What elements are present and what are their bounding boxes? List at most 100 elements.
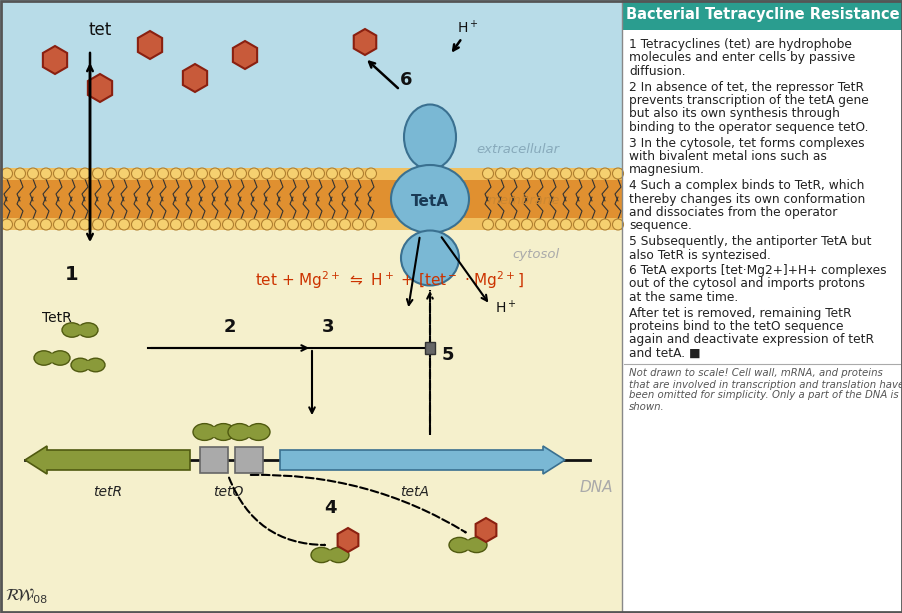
Bar [0, 168, 621, 230]
Ellipse shape [400, 230, 458, 286]
Text: and dissociates from the operator: and dissociates from the operator [629, 206, 836, 219]
Circle shape [262, 219, 272, 230]
Circle shape [327, 219, 337, 230]
Polygon shape [138, 31, 162, 59]
Text: H$^+$: H$^+$ [494, 299, 516, 317]
Text: and tetA. ■: and tetA. ■ [629, 347, 700, 360]
Circle shape [274, 168, 285, 179]
Circle shape [235, 219, 246, 230]
Circle shape [339, 168, 350, 179]
Circle shape [612, 168, 622, 179]
Circle shape [313, 168, 324, 179]
Text: 1 Tetracyclines (tet) are hydrophobe: 1 Tetracyclines (tet) are hydrophobe [629, 38, 851, 51]
Circle shape [144, 168, 155, 179]
Text: prevents transcription of the tetA gene: prevents transcription of the tetA gene [629, 94, 868, 107]
Text: membrane: membrane [487, 194, 559, 207]
Circle shape [67, 168, 78, 179]
Circle shape [157, 168, 169, 179]
Circle shape [53, 219, 64, 230]
Text: 2: 2 [224, 318, 236, 336]
FancyArrow shape [25, 446, 189, 474]
Circle shape [586, 168, 597, 179]
Text: cytosol: cytosol [512, 248, 559, 261]
Text: DNA: DNA [579, 480, 612, 495]
Polygon shape [183, 64, 207, 92]
Text: tetR: tetR [93, 485, 123, 499]
Ellipse shape [310, 547, 332, 563]
Circle shape [482, 219, 493, 230]
Circle shape [248, 219, 259, 230]
Circle shape [300, 219, 311, 230]
Text: again and deactivate expression of tetR: again and deactivate expression of tetR [629, 333, 873, 346]
Circle shape [183, 219, 194, 230]
Ellipse shape [246, 424, 270, 440]
Text: $\mathcal{R}\!\mathcal{W}$: $\mathcal{R}\!\mathcal{W}$ [5, 586, 35, 604]
Circle shape [209, 168, 220, 179]
Ellipse shape [87, 358, 105, 372]
Bar [0, 0, 621, 613]
Circle shape [560, 219, 571, 230]
Circle shape [222, 219, 234, 230]
Text: 5: 5 [441, 346, 454, 364]
Polygon shape [475, 518, 496, 542]
Text: molecules and enter cells by passive: molecules and enter cells by passive [629, 51, 854, 64]
Ellipse shape [47, 354, 58, 362]
Circle shape [313, 219, 324, 230]
Text: also TetR is syntezised.: also TetR is syntezised. [629, 248, 770, 262]
Ellipse shape [71, 358, 89, 372]
Text: diffusion.: diffusion. [629, 65, 685, 78]
Ellipse shape [448, 538, 469, 552]
Text: but also its own synthesis through: but also its own synthesis through [629, 107, 839, 121]
Bar [621, 0, 902, 30]
Text: been omitted for simplicity. Only a part of the DNA is: been omitted for simplicity. Only a part… [629, 390, 897, 400]
Ellipse shape [78, 323, 98, 337]
Circle shape [547, 168, 557, 179]
Circle shape [41, 219, 51, 230]
Circle shape [573, 219, 584, 230]
Bar [0, 0, 621, 168]
Ellipse shape [391, 165, 468, 233]
Circle shape [27, 168, 39, 179]
Text: that are involved in transcription and translation have: that are involved in transcription and t… [629, 379, 902, 389]
Text: tetA: tetA [400, 485, 429, 499]
Text: TetA: TetA [410, 194, 448, 208]
Text: 1: 1 [65, 265, 78, 284]
Ellipse shape [75, 326, 86, 335]
Text: thereby changes its own conformation: thereby changes its own conformation [629, 192, 864, 205]
Ellipse shape [227, 424, 251, 440]
Circle shape [132, 219, 143, 230]
Ellipse shape [324, 550, 336, 560]
Circle shape [534, 219, 545, 230]
Text: binding to the operator sequence tetO.: binding to the operator sequence tetO. [629, 121, 868, 134]
Circle shape [106, 219, 116, 230]
Bar [0, 180, 621, 218]
Circle shape [106, 168, 116, 179]
Circle shape [534, 168, 545, 179]
Circle shape [573, 168, 584, 179]
Circle shape [521, 168, 532, 179]
Circle shape [365, 168, 376, 179]
Circle shape [14, 219, 25, 230]
Circle shape [248, 168, 259, 179]
Circle shape [157, 219, 169, 230]
Circle shape [495, 219, 506, 230]
Ellipse shape [243, 427, 255, 437]
Circle shape [222, 168, 234, 179]
Text: After tet is removed, remaining TetR: After tet is removed, remaining TetR [629, 306, 851, 319]
Polygon shape [354, 29, 376, 55]
Text: 3: 3 [322, 318, 334, 336]
Polygon shape [42, 46, 67, 74]
Ellipse shape [62, 323, 82, 337]
Circle shape [327, 168, 337, 179]
Circle shape [599, 219, 610, 230]
Circle shape [287, 219, 299, 230]
Text: at the same time.: at the same time. [629, 291, 738, 304]
Text: TetR: TetR [42, 311, 71, 325]
Bar [199, 447, 227, 473]
Polygon shape [87, 74, 112, 102]
Text: Not drawn to scale! Cell wall, mRNA, and proteins: Not drawn to scale! Cell wall, mRNA, and… [629, 368, 882, 378]
Text: 4: 4 [324, 499, 336, 517]
Circle shape [521, 219, 532, 230]
Circle shape [170, 219, 181, 230]
Text: shown.: shown. [629, 402, 664, 411]
